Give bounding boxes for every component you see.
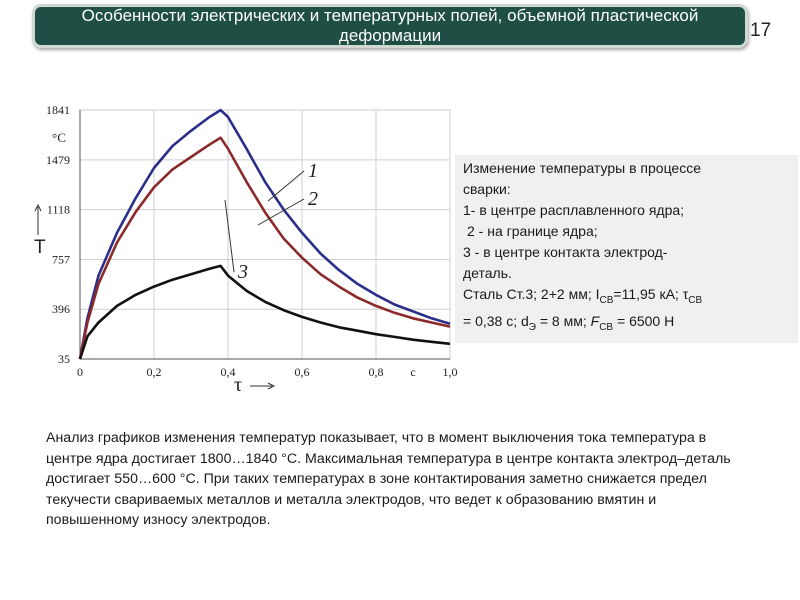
series-labels: 1 2 3 xyxy=(224,160,318,283)
y-axis-label: T xyxy=(34,237,46,258)
time-value: = 0,38 с; d xyxy=(463,312,529,329)
series-line-2 xyxy=(78,136,451,360)
y-tick-label: 35 xyxy=(58,352,70,366)
x-tick-label: 0,6 xyxy=(295,365,310,379)
legend-params-2: = 0,38 с; dЭ = 8 мм; FСВ = 6500 Н xyxy=(463,311,790,338)
f-subscript: СВ xyxy=(599,321,614,333)
chart-axes xyxy=(79,110,450,360)
series-line-3 xyxy=(78,264,451,360)
y-tick-label: 757 xyxy=(52,252,70,266)
current-value: =11,95 кА; τ xyxy=(613,286,689,302)
x-tick-label: 0,8 xyxy=(369,365,384,379)
params-prefix: Сталь Ст.3; 2+2 мм; I xyxy=(463,286,600,302)
series-label-3: 3 xyxy=(237,261,248,283)
y-tick-label: 1841 xyxy=(46,103,70,117)
series-label-1: 1 xyxy=(308,160,318,182)
series-label-2: 2 xyxy=(308,188,318,210)
force-label: F xyxy=(590,312,600,329)
y-tick-labels: 35 396 757 1118 1479 1841 xyxy=(46,103,70,366)
y-tick-label: 1479 xyxy=(46,153,70,167)
legend-line-5: 3 - в центре контакта электрод- xyxy=(463,244,668,260)
plot-area xyxy=(79,109,451,360)
slide-title-bar: Особенности электрических и температурны… xyxy=(32,4,748,48)
series-line-1 xyxy=(78,108,451,360)
series-leader-1 xyxy=(267,170,305,202)
legend-line-6: деталь. xyxy=(463,265,512,281)
force-value: = 6500 Н xyxy=(613,312,675,329)
x-tick-labels: 0 0,2 0,4 0,6 0,8 с 1,0 xyxy=(77,365,458,379)
x-tick-label: 0,2 xyxy=(147,365,162,379)
y-axis-arrow-head xyxy=(34,203,42,212)
temperature-chart: 35 396 757 1118 1479 1841 0 0,2 0,4 0,6 0,8 с 1,0 1… xyxy=(0,95,460,396)
slide-title: Особенности электрических и температурны… xyxy=(81,6,699,45)
x-tick-label: 1,0 xyxy=(443,365,458,379)
slide-number: 17 xyxy=(750,20,772,41)
x-tick-label: 0,4 xyxy=(221,365,236,379)
x-tick-label: 0 xyxy=(77,365,83,379)
analysis-paragraph: Анализ графиков изменения температур пок… xyxy=(46,430,731,528)
diameter-value: = 8 мм; xyxy=(535,312,591,329)
series-leader-3 xyxy=(224,199,235,273)
chart-svg: 35 396 757 1118 1479 1841 0 0,2 0,4 0,6 0,8 с 1,0 1… xyxy=(34,103,458,396)
d-subscript: Э xyxy=(528,321,536,333)
y-tick-label: 1118 xyxy=(47,203,70,217)
y-unit-label: °С xyxy=(52,130,66,145)
x-tick-label: с xyxy=(410,365,415,379)
chart-grid xyxy=(79,109,451,360)
x-axis-arrow-head xyxy=(267,382,276,390)
series-leader-2 xyxy=(257,198,305,226)
tau-subscript: СВ xyxy=(688,294,703,306)
legend-box: Изменение температуры в процессе сварки:… xyxy=(455,155,798,343)
chart-lines xyxy=(78,108,451,360)
legend-line-1: Изменение температуры в процессе xyxy=(463,160,701,176)
legend-params-1: Сталь Ст.3; 2+2 мм; IСВ=11,95 кА; τСВ xyxy=(463,284,790,311)
legend-line-2: сварки: xyxy=(463,181,511,197)
legend-line-3: 1- в центре расплавленного ядра; xyxy=(463,202,685,218)
x-axis-label: τ xyxy=(234,374,242,395)
i-subscript: СВ xyxy=(599,294,614,306)
y-tick-label: 396 xyxy=(52,302,70,316)
legend-line-4: 2 - на границе ядра; xyxy=(467,223,598,239)
